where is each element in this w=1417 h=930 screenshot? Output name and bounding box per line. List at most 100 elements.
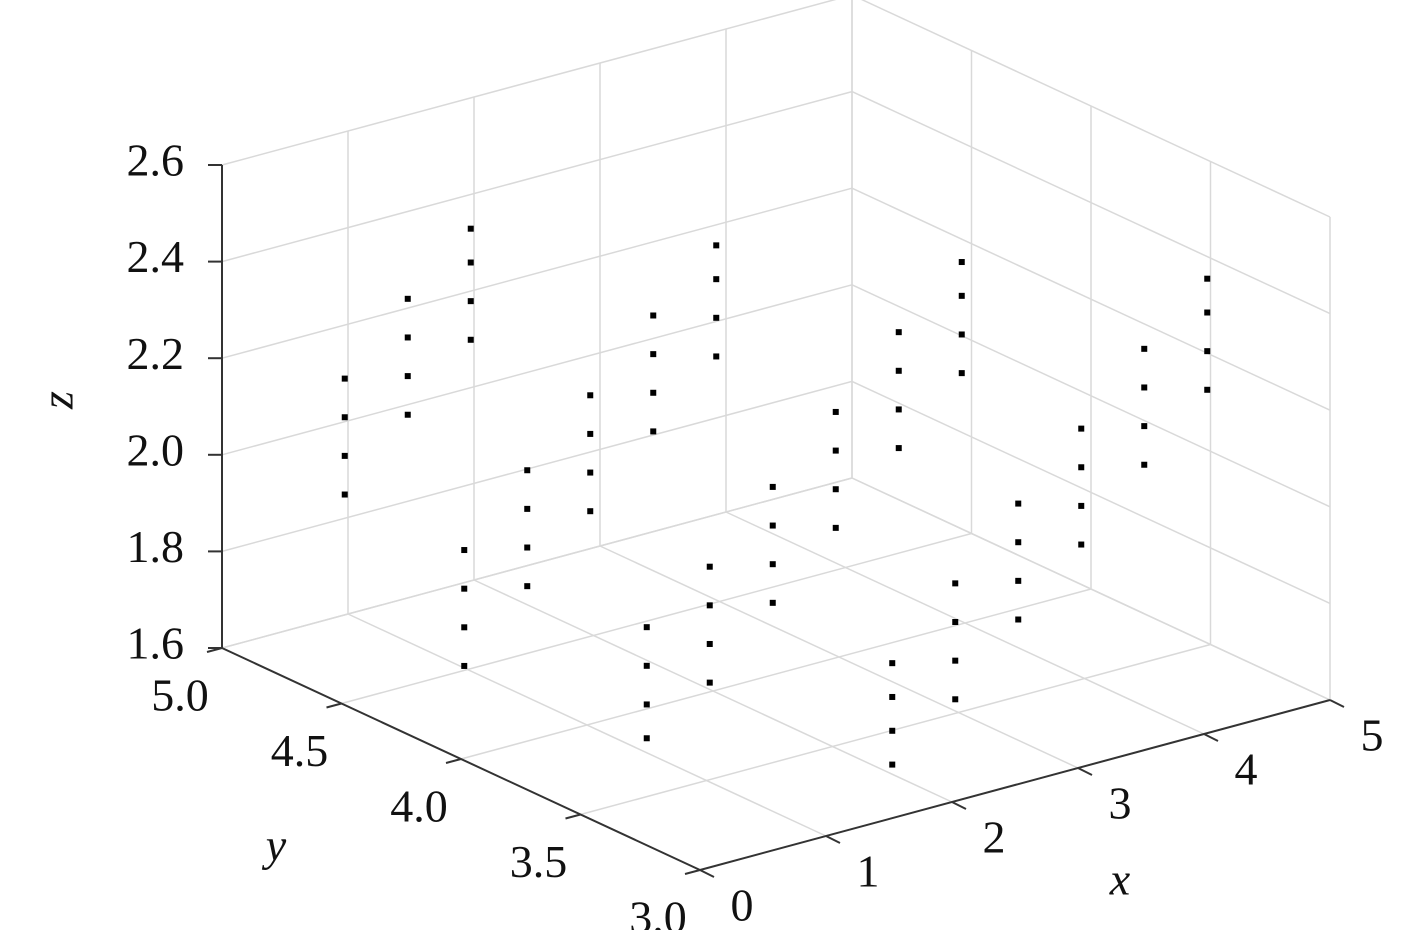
point [1141, 345, 1148, 352]
y-tick-label: 4.0 [390, 781, 448, 832]
point [889, 727, 896, 734]
grid-line [221, 90, 853, 263]
point [587, 508, 594, 515]
point [1015, 577, 1022, 584]
point [1015, 500, 1022, 507]
tick-mark [1203, 733, 1219, 742]
y-tick-label: 4.5 [271, 725, 329, 776]
point [467, 336, 474, 343]
tick-mark [565, 813, 581, 820]
point [587, 469, 594, 476]
point [650, 351, 657, 358]
grid-line [851, 187, 1331, 411]
tick-mark [326, 702, 342, 709]
point [706, 602, 713, 609]
point [952, 657, 959, 664]
point [1078, 502, 1085, 509]
point [706, 640, 713, 647]
point [341, 414, 348, 421]
point [1204, 275, 1211, 282]
grid-line [221, 0, 837, 166]
x-tick-label: 2 [983, 812, 1006, 863]
z-tick-label: 2.6 [127, 135, 185, 186]
point [341, 491, 348, 498]
y-tick-label: 5.0 [151, 670, 209, 721]
point [524, 583, 531, 590]
point [958, 259, 965, 266]
x-tick-label: 4 [1235, 744, 1258, 795]
point [643, 624, 650, 631]
point [832, 447, 839, 454]
tick-mark [1077, 767, 1093, 776]
z-tick-label: 1.8 [127, 521, 185, 572]
point [404, 295, 411, 302]
x-tick-label: 0 [731, 880, 754, 930]
point [895, 329, 902, 336]
point [1141, 461, 1148, 468]
tick-mark [445, 758, 462, 764]
point [643, 735, 650, 742]
grid-line [580, 643, 1211, 816]
z-tick-label: 1.6 [127, 618, 185, 669]
grid-line [860, 0, 1331, 218]
point [587, 430, 594, 437]
point [706, 563, 713, 570]
point [650, 428, 657, 435]
point [650, 312, 657, 319]
point [461, 624, 468, 631]
point [713, 242, 720, 249]
point [958, 370, 965, 377]
point [1015, 616, 1022, 623]
point [769, 561, 776, 568]
grid-line [221, 477, 853, 649]
point [524, 505, 531, 512]
point [1204, 348, 1211, 355]
point [643, 701, 650, 708]
x-axis-label: x [1109, 854, 1131, 905]
point [713, 314, 720, 321]
x-tick-label: 5 [1361, 710, 1384, 761]
grid-line [221, 284, 853, 456]
point [713, 276, 720, 283]
point [769, 522, 776, 529]
point [889, 693, 896, 700]
y-axis-label: y [262, 820, 287, 871]
axis-line [699, 699, 1331, 871]
point [713, 353, 720, 360]
point [832, 408, 839, 415]
grid-line [341, 532, 972, 705]
tick-mark [699, 869, 715, 878]
point [832, 486, 839, 493]
point [461, 585, 468, 592]
grid-line [221, 380, 853, 553]
point [524, 467, 531, 474]
point [958, 331, 965, 338]
grid-line [851, 380, 1331, 605]
point [467, 259, 474, 266]
point [650, 389, 657, 396]
point [958, 292, 965, 299]
point [1204, 309, 1211, 316]
point [404, 373, 411, 380]
point [341, 452, 348, 459]
tick-mark [684, 869, 701, 875]
grid-line [851, 477, 1331, 701]
point [1141, 423, 1148, 430]
point [952, 619, 959, 626]
y-tick-label: 3.0 [629, 892, 687, 930]
point [769, 599, 776, 606]
grid-line [851, 284, 1331, 508]
point [952, 696, 959, 703]
x-tick-label: 3 [1109, 778, 1132, 829]
point [404, 334, 411, 341]
point [1141, 384, 1148, 391]
grid-line [460, 588, 1092, 760]
z-tick-label: 2.4 [127, 231, 185, 282]
tick-mark [1329, 699, 1345, 708]
point [587, 392, 594, 399]
point [895, 406, 902, 413]
point [467, 225, 474, 232]
point [889, 761, 896, 768]
z-tick-label: 2.2 [127, 328, 185, 379]
